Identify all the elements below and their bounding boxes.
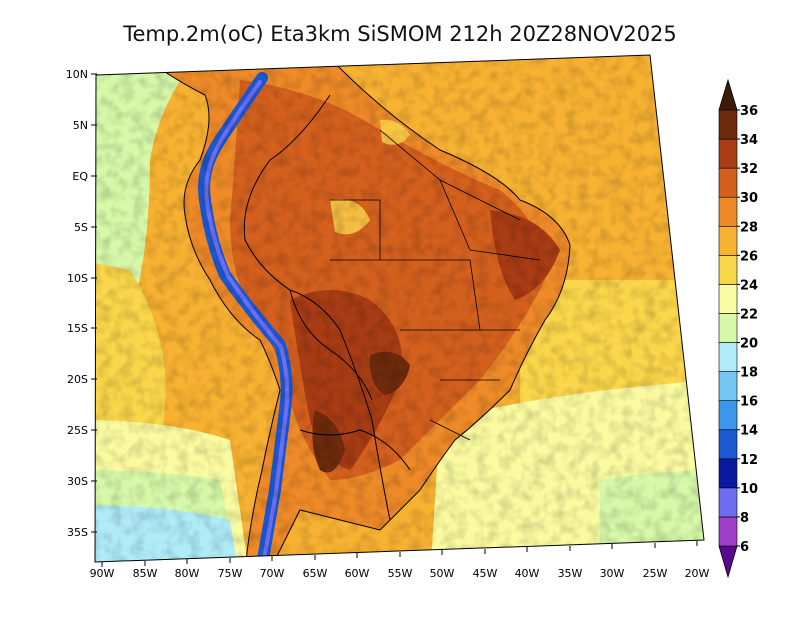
colorbar-label-16: 16 bbox=[740, 395, 758, 410]
lon-label-65w: 65W bbox=[303, 567, 328, 580]
lat-label-5n: 5N bbox=[73, 119, 88, 132]
colorbar-label-24: 24 bbox=[740, 278, 758, 293]
temperature-field bbox=[95, 55, 704, 562]
colorbar-box-16-18 bbox=[718, 371, 738, 401]
colorbar-label-22: 22 bbox=[740, 307, 758, 322]
colorbar-label-8: 8 bbox=[740, 511, 749, 526]
colorbar-label-26: 26 bbox=[740, 249, 758, 264]
colorbar-box-18-20 bbox=[718, 342, 738, 372]
lat-label-20s: 20S bbox=[67, 373, 88, 386]
lon-label-20w: 20W bbox=[685, 567, 710, 580]
argentina-border bbox=[299, 429, 411, 471]
colorbar-box-22-24 bbox=[718, 284, 738, 314]
colorbar-boxes bbox=[718, 109, 738, 547]
colorbar-label-10: 10 bbox=[740, 482, 758, 497]
colorbar-box-30-32 bbox=[718, 167, 738, 198]
lat-label-5s: 5S bbox=[74, 221, 88, 234]
colorbar-label-18: 18 bbox=[740, 366, 758, 381]
colorbar-label-34: 34 bbox=[740, 133, 758, 148]
lon-label-80w: 80W bbox=[175, 567, 200, 580]
lat-label-10n: 10N bbox=[66, 68, 88, 81]
longitude-axis: 90W 85W 80W 75W 70W 65W 60W 55W 50W 45W … bbox=[90, 541, 710, 580]
bolivia-paraguay-border bbox=[289, 289, 373, 401]
lon-label-25w: 25W bbox=[643, 567, 668, 580]
lon-label-30w: 30W bbox=[600, 567, 625, 580]
colorbar-box-14-16 bbox=[718, 400, 738, 431]
latitude-axis: 10N 5N EQ 5S 10S 15S 20S 25S 30S 35S bbox=[66, 68, 97, 539]
colorbar-box-10-12 bbox=[718, 458, 738, 489]
colorbar-label-20: 20 bbox=[740, 337, 758, 352]
lon-label-35w: 35W bbox=[558, 567, 583, 580]
colorbar-box-12-14 bbox=[718, 429, 738, 460]
colorbar-box-6-8 bbox=[718, 516, 738, 547]
colorbar-label-14: 14 bbox=[740, 424, 758, 439]
lat-label-15s: 15S bbox=[67, 322, 88, 335]
colorbar-labels: 6 8 10 12 14 16 18 20 22 24 26 28 30 32 34 36 bbox=[737, 104, 758, 555]
lon-label-45w: 45W bbox=[473, 567, 498, 580]
lat-label-35s: 35S bbox=[67, 526, 88, 539]
state-borders bbox=[330, 129, 541, 441]
lat-label-30s: 30S bbox=[67, 475, 88, 488]
lon-label-75w: 75W bbox=[218, 567, 243, 580]
political-borders bbox=[139, 55, 571, 562]
lat-label-eq: EQ bbox=[72, 170, 88, 183]
chart-title: Temp.2m(oC) Eta3km SiSMOM 212h 20Z28NOV2… bbox=[122, 22, 677, 46]
lat-label-25s: 25S bbox=[67, 424, 88, 437]
map-frame bbox=[94, 54, 705, 563]
lon-label-70w: 70W bbox=[260, 567, 285, 580]
colorbar-label-32: 32 bbox=[740, 162, 758, 177]
lon-label-40w: 40W bbox=[515, 567, 540, 580]
colorbar-label-36: 36 bbox=[740, 104, 758, 119]
lon-label-85w: 85W bbox=[133, 567, 158, 580]
field-grain-texture bbox=[95, 55, 704, 562]
colorbar-over-arrow bbox=[718, 78, 738, 111]
coastline bbox=[139, 55, 571, 562]
colorbar-box-32-34 bbox=[718, 138, 738, 169]
colorbar: 6 8 10 12 14 16 18 20 22 24 26 28 30 32 34 36 bbox=[718, 78, 758, 579]
colorbar-under-arrow bbox=[718, 545, 738, 579]
colorbar-box-26-28 bbox=[718, 225, 738, 256]
lon-label-55w: 55W bbox=[388, 567, 413, 580]
lat-label-10s: 10S bbox=[67, 272, 88, 285]
colorbar-box-34-36 bbox=[718, 109, 738, 140]
colorbar-label-28: 28 bbox=[740, 220, 758, 235]
colorbar-label-12: 12 bbox=[740, 453, 758, 468]
colorbar-box-28-30 bbox=[718, 196, 738, 227]
colorbar-box-24-26 bbox=[718, 255, 738, 285]
colorbar-label-6: 6 bbox=[740, 540, 749, 555]
lon-label-90w: 90W bbox=[90, 567, 115, 580]
lon-label-50w: 50W bbox=[430, 567, 455, 580]
lon-label-60w: 60W bbox=[345, 567, 370, 580]
colorbar-box-20-22 bbox=[718, 313, 738, 343]
colorbar-label-30: 30 bbox=[740, 191, 758, 206]
colorbar-box-8-10 bbox=[718, 487, 738, 518]
